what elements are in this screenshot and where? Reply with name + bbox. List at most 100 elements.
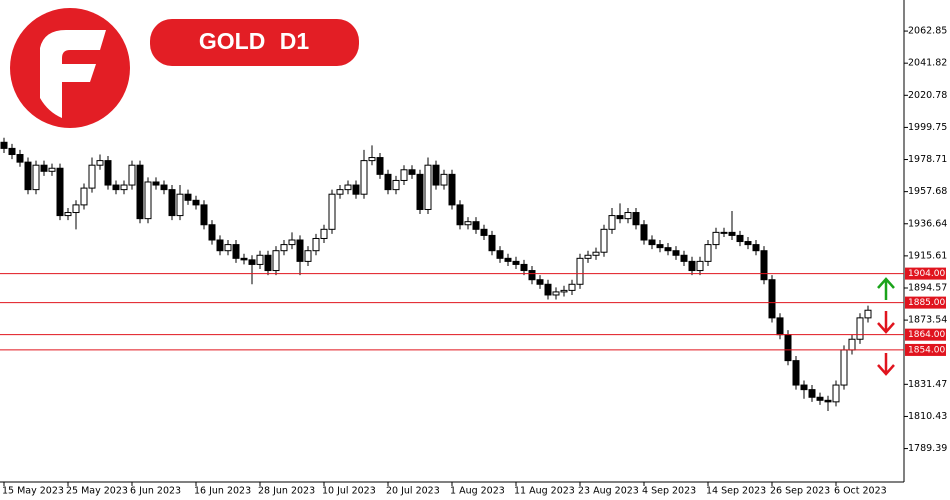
y-tick-label: 1999.75 (908, 122, 947, 133)
candle-body (784, 334, 792, 362)
candle-body (488, 234, 496, 252)
candle-body (544, 283, 552, 296)
candle-body (440, 173, 448, 186)
title-pill (150, 19, 359, 66)
y-tick-label: 2062.85 (908, 26, 947, 37)
candle-body (816, 396, 824, 401)
y-tick-label: 1978.71 (908, 154, 947, 165)
candle-body (264, 254, 272, 272)
level-label: 1864.00 (908, 330, 945, 340)
candle-body (560, 289, 568, 293)
candle-body (808, 389, 816, 398)
candle-body (528, 270, 536, 281)
level-label-box (905, 267, 946, 280)
candle-body (232, 244, 240, 259)
candle-body (704, 244, 712, 262)
candle-body (792, 360, 800, 386)
candle-body (384, 173, 392, 191)
candle-body (656, 244, 664, 249)
candle-body (592, 251, 600, 256)
y-tick-label: 1789.39 (908, 443, 947, 454)
candle-body (480, 228, 488, 236)
candle-body (112, 184, 120, 191)
x-tick-label: 1 Aug 2023 (450, 486, 505, 497)
candle-body (536, 279, 544, 285)
y-tick-label: 2020.78 (908, 90, 947, 101)
candle-body (352, 184, 360, 195)
y-tick-label: 1831.47 (908, 379, 947, 390)
candle-body (552, 291, 560, 296)
candle-body (416, 173, 424, 210)
candle-body (56, 167, 64, 217)
level-label-box (905, 343, 946, 356)
candle-body (456, 204, 464, 226)
candle-body (104, 160, 112, 186)
y-tick-label: 1810.43 (908, 411, 947, 422)
candle-body (576, 257, 584, 285)
candle-body (376, 157, 384, 175)
candle-body (80, 187, 88, 206)
candle-body (96, 160, 104, 166)
candle-body (640, 224, 648, 241)
candle-body (856, 317, 864, 340)
candle-body (744, 241, 752, 246)
candle-body (0, 141, 8, 149)
candle-body (632, 212, 640, 226)
candle-body (368, 157, 376, 162)
x-tick-label: 20 Jul 2023 (386, 486, 440, 497)
x-tick-label: 11 Aug 2023 (514, 486, 575, 497)
candle-body (216, 239, 224, 252)
candle-body (672, 250, 680, 256)
candle-body (448, 173, 456, 206)
candle-body (48, 167, 56, 172)
y-tick-label: 1936.64 (908, 218, 947, 229)
up-arrow (877, 277, 895, 300)
candle-body (736, 234, 744, 243)
candle-body (680, 254, 688, 262)
level-label: 1904.00 (908, 269, 945, 279)
candle-body (568, 283, 576, 291)
candle-body (584, 254, 592, 259)
level-label-box (905, 328, 946, 341)
candle-body (712, 231, 720, 246)
candle-body (616, 215, 624, 220)
x-tick-label: 4 Sep 2023 (642, 486, 696, 497)
chart-title: GOLD D1 (199, 28, 309, 54)
candle-body (800, 384, 808, 391)
logo-letter (40, 30, 106, 118)
candle-body (312, 237, 320, 252)
candle-body (520, 263, 528, 272)
logo (10, 8, 130, 128)
candle-body (168, 189, 176, 217)
candle-body (224, 244, 232, 252)
candle-body (360, 160, 368, 195)
level-label: 1854.00 (908, 345, 945, 355)
candle-body (40, 164, 48, 172)
candle-body (840, 349, 848, 386)
candle-body (288, 239, 296, 246)
candle-body (624, 212, 632, 220)
candle-body (64, 212, 72, 217)
candle-body (432, 164, 440, 186)
candle-body (720, 231, 728, 234)
candle-body (72, 204, 80, 214)
x-tick-label: 26 Sep 2023 (770, 486, 830, 497)
x-tick-label: 15 May 2023 (2, 486, 64, 497)
candle-body (848, 338, 856, 351)
x-tick-label: 16 Jun 2023 (194, 486, 251, 497)
candle-body (504, 257, 512, 262)
candle-body (88, 164, 96, 189)
candle-body (424, 164, 432, 210)
candle-body (464, 221, 472, 226)
candle-body (120, 184, 128, 191)
candle-body (144, 181, 152, 220)
candle-body (200, 204, 208, 226)
candle-body (864, 309, 872, 319)
candle-body (408, 169, 416, 175)
candle-body (8, 147, 16, 156)
candle-body (728, 231, 736, 236)
candle-body (824, 399, 832, 403)
x-tick-label: 23 Aug 2023 (578, 486, 639, 497)
